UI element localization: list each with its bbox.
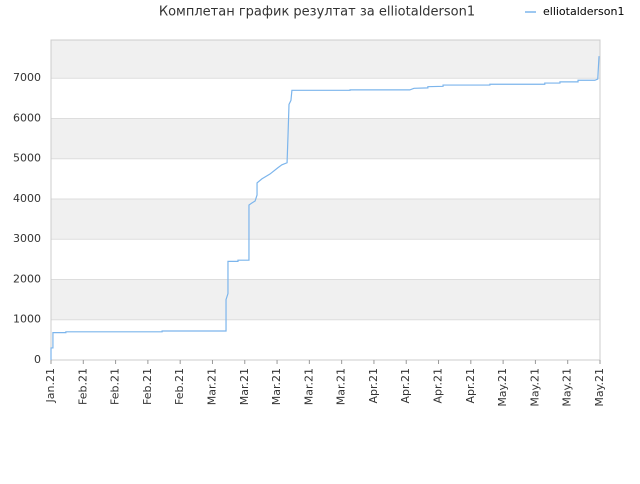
x-tick-label: Mar.21	[238, 368, 251, 405]
y-tick-label: 1000	[13, 313, 41, 326]
x-tick-label: Feb.21	[141, 368, 154, 405]
y-tick-label: 2000	[13, 272, 41, 285]
plot-frame	[50, 39, 601, 361]
grid-band	[51, 118, 600, 159]
x-tick-label: Mar.21	[335, 368, 348, 405]
x-tick-label: Mar.21	[270, 368, 283, 405]
legend-label: elliotalderson1	[543, 5, 624, 18]
x-tick-label: Feb.21	[76, 368, 89, 405]
x-tick-label: Apr.21	[367, 368, 380, 404]
chart-title: Комплетан график резултат за elliotalder…	[159, 5, 475, 20]
grid-band	[51, 198, 600, 240]
x-tick-label: Mar.21	[205, 368, 218, 405]
x-tick-label: May.21	[593, 368, 606, 407]
y-tick-label: 6000	[13, 111, 41, 124]
x-tick-label: Feb.21	[173, 368, 186, 405]
grid-band	[51, 40, 600, 79]
x-tick-label: Feb.21	[109, 368, 122, 405]
y-tick-label: 7000	[13, 71, 41, 84]
y-tick-label: 4000	[13, 192, 41, 205]
x-tick-label: Apr.21	[399, 368, 412, 404]
data-line	[50, 56, 600, 360]
x-tick-label: May.21	[496, 368, 509, 407]
x-tick-label: Jan.21	[44, 368, 57, 403]
y-tick-label: 5000	[13, 152, 41, 165]
x-tick-label: Apr.21	[464, 368, 477, 404]
y-tick-label: 3000	[13, 232, 41, 245]
x-tick-label: Mar.21	[302, 368, 315, 405]
x-tick-label: May.21	[561, 368, 574, 407]
grid-band	[51, 279, 600, 320]
y-tick-label: 0	[34, 353, 41, 366]
x-tick-label: May.21	[528, 368, 541, 407]
x-tick-label: Apr.21	[432, 368, 445, 404]
